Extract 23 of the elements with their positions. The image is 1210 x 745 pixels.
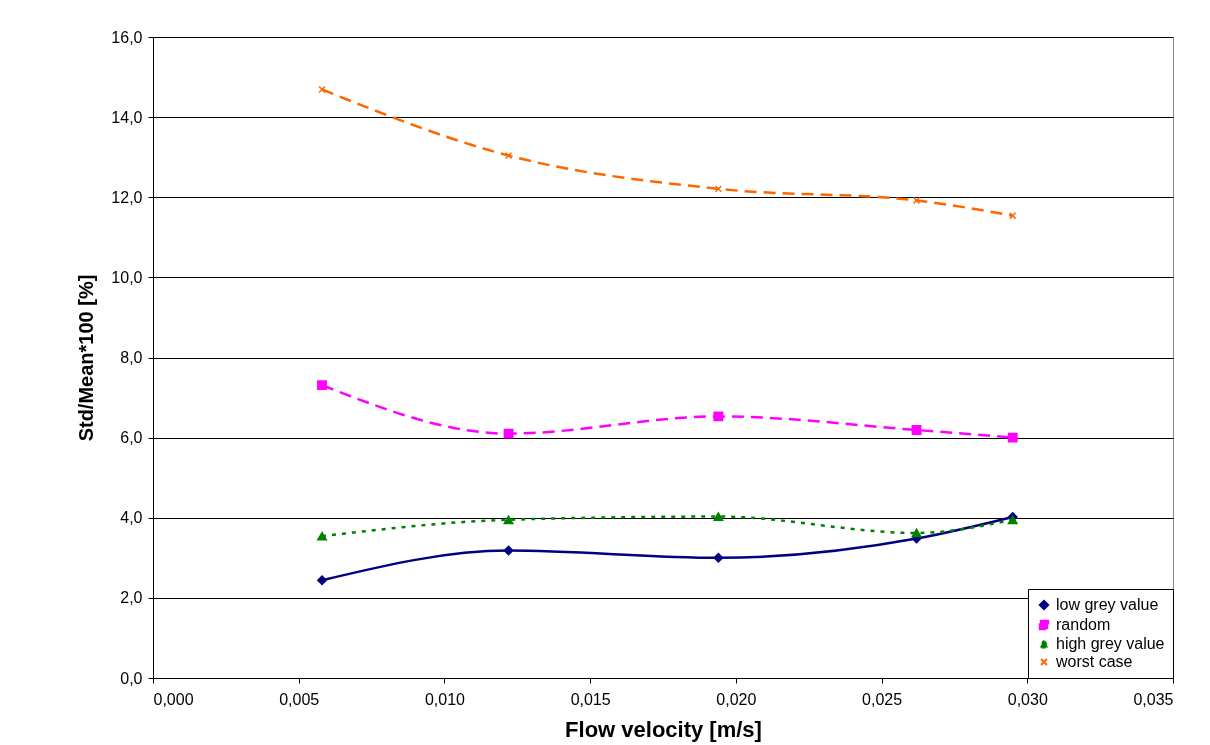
x-tick-label: 0,010 — [424, 690, 466, 708]
legend-label: random — [1056, 616, 1111, 633]
x-tick-label: 0,030 — [1007, 690, 1048, 708]
x-axis-title: Flow velocity [m/s] — [565, 716, 762, 742]
legend-label: worst case — [1055, 653, 1133, 670]
x-tick-label: 0,035 — [1133, 690, 1174, 708]
y-tick-label: 14,0 — [111, 108, 143, 126]
y-tick-label: 2,0 — [120, 589, 143, 607]
y-tick-label: 10,0 — [111, 268, 143, 286]
y-tick-label: 12,0 — [111, 188, 143, 206]
y-tick-label: 8,0 — [120, 349, 143, 366]
legend-label: high grey value — [1056, 635, 1165, 652]
y-axis-title: Std/Mean*100 [%] — [75, 274, 98, 442]
x-tick-label: 0,005 — [279, 690, 320, 708]
legend-label: low grey value — [1056, 596, 1159, 613]
y-tick-label: 0,0 — [120, 669, 143, 687]
y-tick-label: 16,0 — [111, 28, 143, 46]
x-tick-label: 0,025 — [862, 690, 903, 708]
y-tick-label: 4,0 — [120, 509, 143, 527]
x-tick-label: 0,000 — [153, 690, 194, 708]
x-tick-label: 0,020 — [716, 690, 757, 708]
y-tick-label: 6,0 — [120, 429, 143, 447]
x-tick-label: 0,015 — [570, 690, 611, 708]
